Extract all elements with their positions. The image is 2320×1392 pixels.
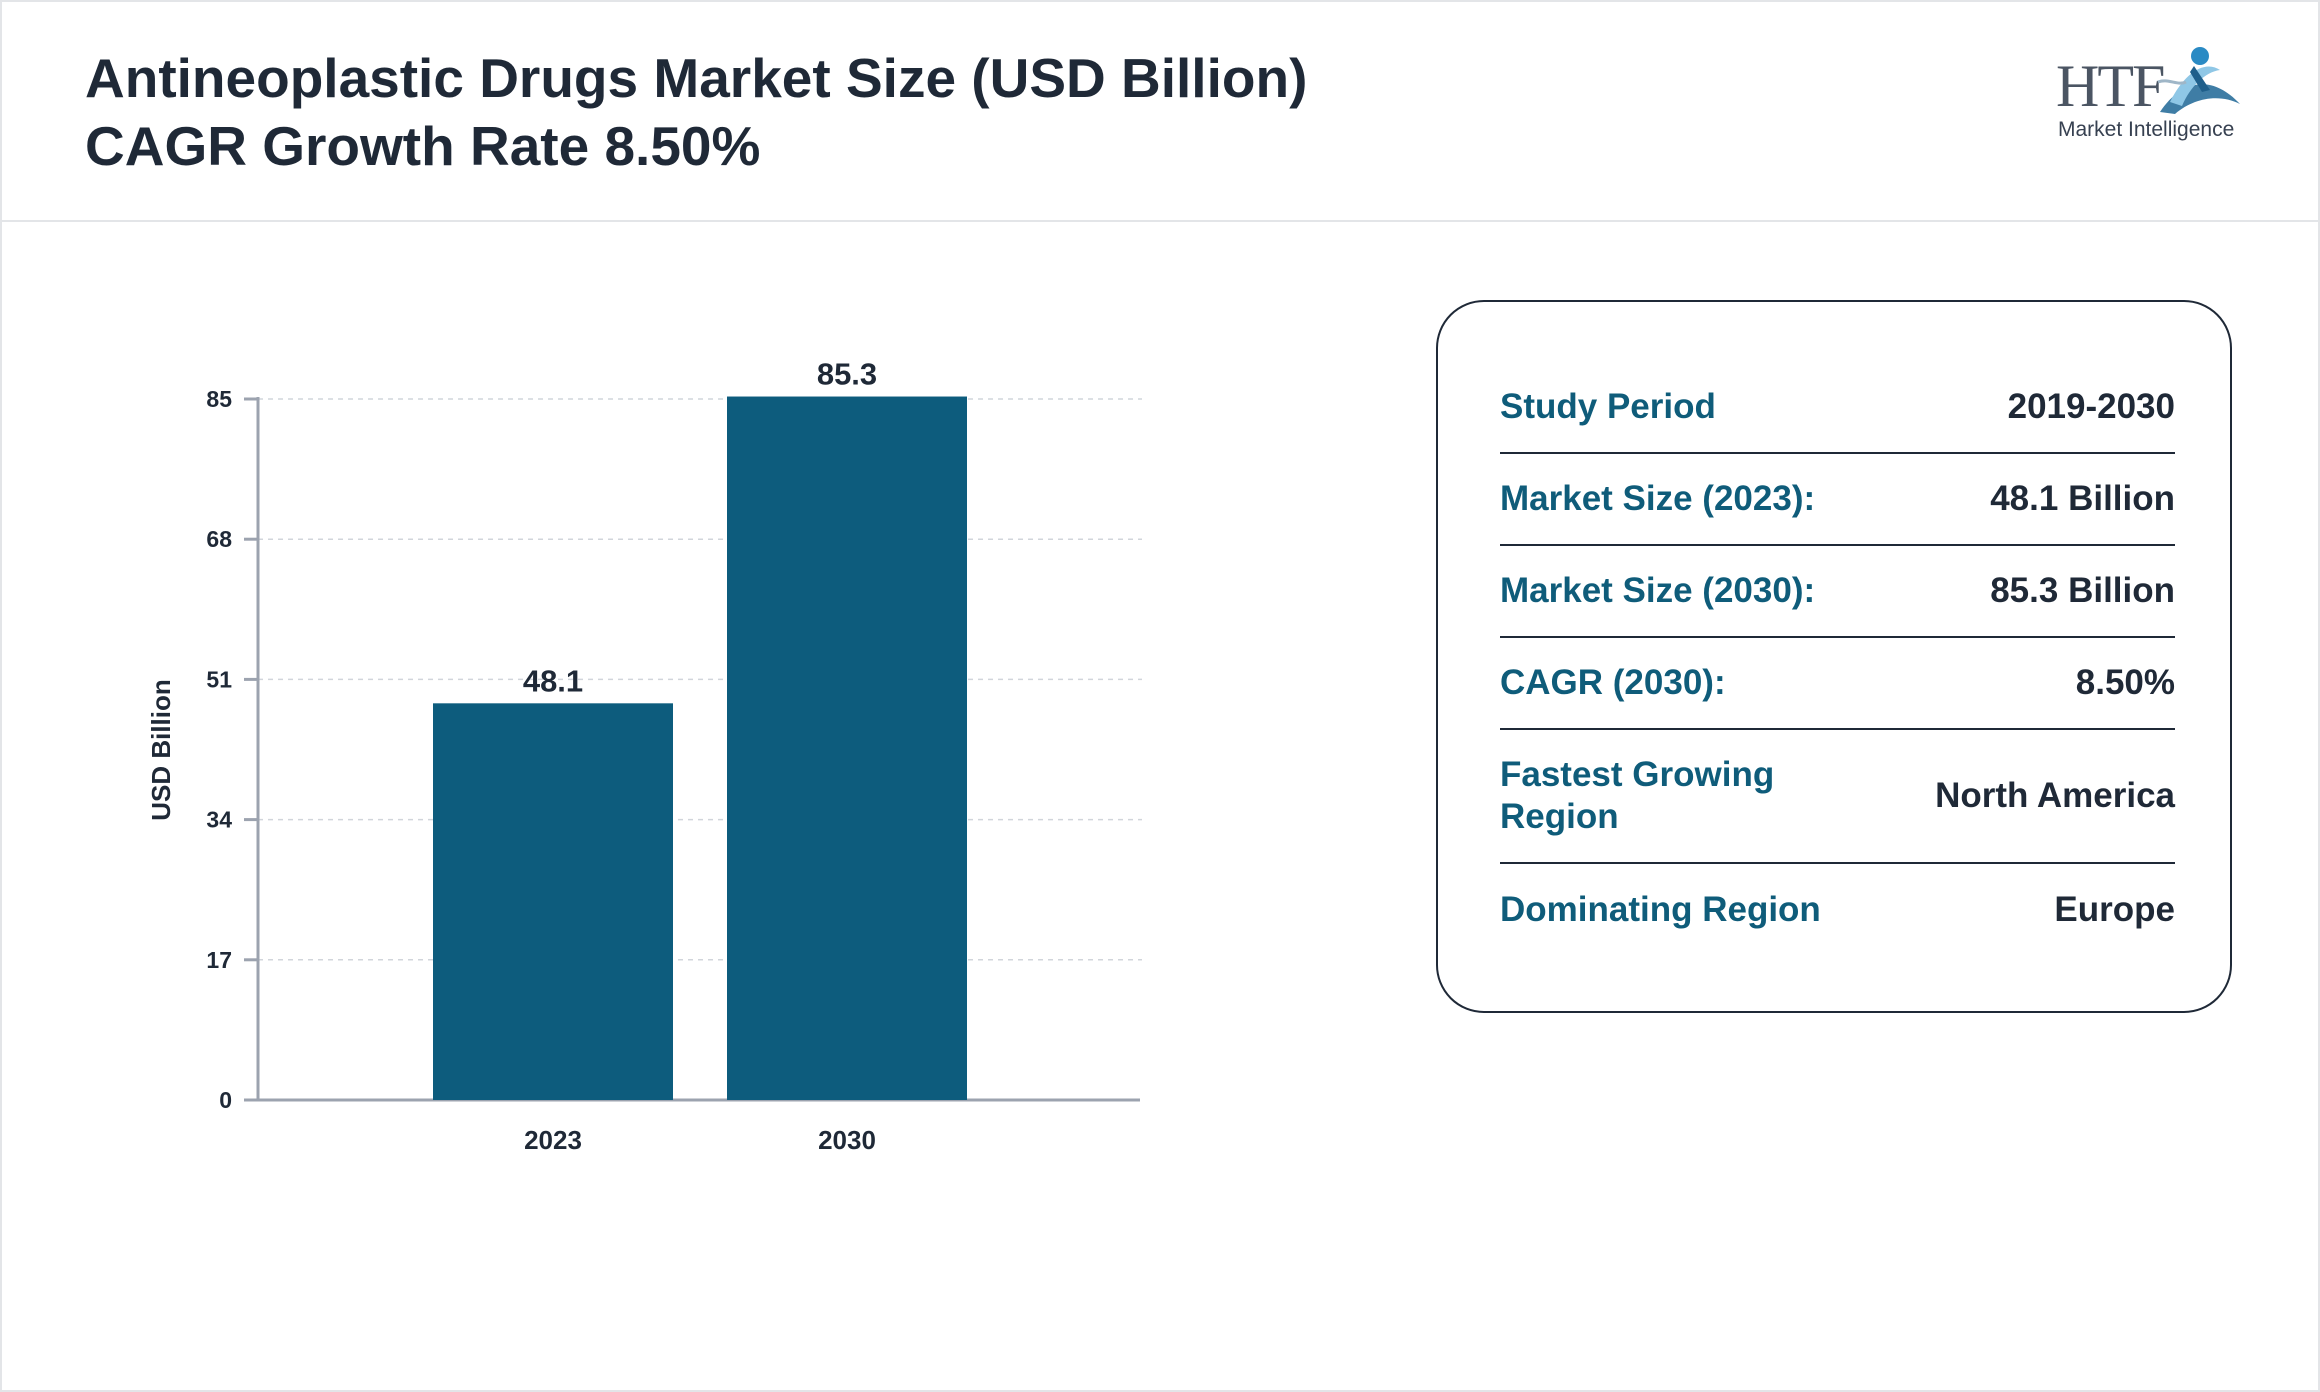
summary-value: Europe — [2054, 890, 2175, 929]
summary-value: 85.3 Billion — [1990, 571, 2175, 610]
summary-row: Study Period 2019-2030 — [1500, 362, 2175, 454]
x-category-label: 2030 — [818, 1125, 876, 1155]
title-line-2: CAGR Growth Rate 8.50% — [85, 115, 761, 177]
summary-row: CAGR (2030): 8.50% — [1500, 638, 2175, 730]
bar-value-label: 85.3 — [817, 357, 877, 392]
summary-panel: Study Period 2019-2030 Market Size (2023):… — [1436, 300, 2232, 1013]
y-tick-label: 17 — [206, 947, 232, 973]
summary-key: Market Size (2030): — [1500, 571, 1816, 610]
logo-tagline: Market Intelligence — [2058, 118, 2235, 141]
bar-chart: 0 17 34 51 68 85 USD Billion 48.1 2023 85.3 2030 — [146, 357, 1142, 1155]
summary-row: Dominating Region Europe — [1500, 864, 2175, 956]
logo-brand: HTF — [2056, 53, 2165, 119]
y-tick-label: 0 — [219, 1087, 232, 1113]
y-tick-label: 68 — [206, 526, 232, 552]
y-tick-label: 34 — [206, 807, 232, 833]
y-tick-label: 85 — [206, 386, 232, 412]
bar-2023 — [433, 703, 673, 1100]
htf-logo: HTF Market Intelligence — [2052, 38, 2252, 148]
summary-row: Market Size (2023): 48.1 Billion — [1500, 454, 2175, 546]
header: Antineoplastic Drugs Market Size (USD Bi… — [2, 2, 2318, 222]
summary-row: Market Size (2030): 85.3 Billion — [1500, 546, 2175, 638]
summary-key: Fastest Growing Region — [1500, 755, 1775, 836]
summary-key: Study Period — [1500, 387, 1716, 426]
x-category-label: 2023 — [524, 1125, 582, 1155]
summary-value: 2019-2030 — [2007, 387, 2175, 426]
bar-2030 — [727, 396, 967, 1100]
page-title: Antineoplastic Drugs Market Size (USD Bi… — [85, 44, 1307, 180]
summary-value: 8.50% — [2075, 663, 2175, 702]
y-tick-label: 51 — [206, 666, 232, 692]
bar-value-label: 48.1 — [523, 663, 583, 698]
summary-row: Fastest Growing Region North America — [1500, 730, 2175, 864]
summary-key: Dominating Region — [1500, 890, 1821, 929]
htf-swimmer-logo-icon — [2157, 47, 2240, 114]
summary-key: Market Size (2023): — [1500, 479, 1816, 518]
title-line-1: Antineoplastic Drugs Market Size (USD Bi… — [85, 47, 1308, 109]
summary-rows: Study Period 2019-2030 Market Size (2023):… — [1500, 362, 2175, 956]
summary-key: CAGR (2030): — [1500, 663, 1726, 702]
summary-value: North America — [1935, 776, 2175, 815]
y-axis-title: USD Billion — [146, 679, 176, 821]
summary-value: 48.1 Billion — [1990, 479, 2175, 518]
